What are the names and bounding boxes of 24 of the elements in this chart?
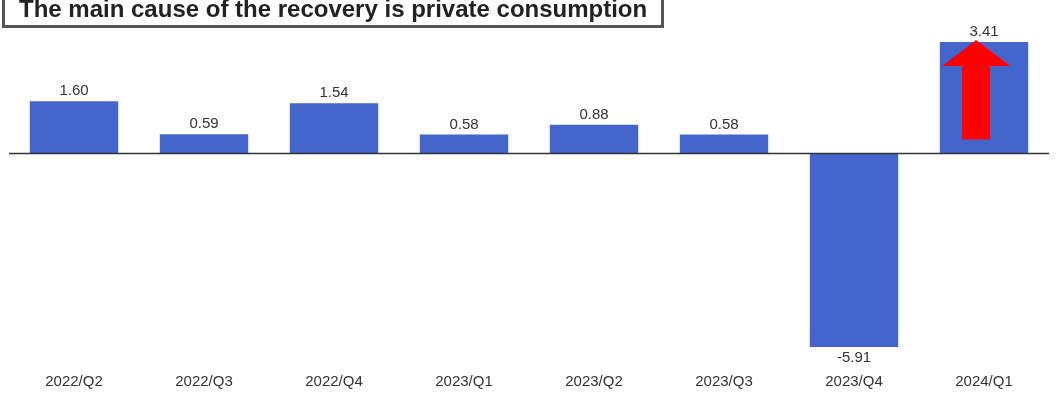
x-tick-label: 2022/Q4: [305, 371, 363, 389]
x-tick-label: 2023/Q4: [825, 371, 883, 389]
x-tick-label: 2023/Q2: [565, 371, 623, 389]
data-label: 0.88: [579, 104, 609, 122]
bar: [159, 134, 249, 154]
data-label: 1.54: [319, 83, 349, 101]
data-label: 1.60: [59, 81, 89, 99]
x-tick-label: 2024/Q1: [955, 371, 1013, 389]
bar: [679, 134, 769, 154]
bar: [289, 103, 379, 154]
bar: [549, 124, 639, 154]
x-tick-label: 2023/Q3: [695, 371, 753, 389]
data-label: 0.58: [709, 114, 739, 132]
bar: [419, 134, 509, 154]
data-label: 3.41: [969, 22, 999, 39]
chart-title: The main cause of the recovery is private consumption: [2, 0, 665, 28]
data-label: 0.59: [189, 114, 219, 132]
x-tick-label: 2022/Q2: [45, 371, 103, 389]
data-label: -5.91: [836, 348, 872, 365]
data-label: 0.58: [449, 114, 479, 132]
bar: [809, 153, 899, 347]
x-tick-label: 2022/Q3: [175, 371, 233, 389]
bar: [29, 101, 119, 154]
x-tick-label: 2023/Q1: [435, 371, 493, 389]
